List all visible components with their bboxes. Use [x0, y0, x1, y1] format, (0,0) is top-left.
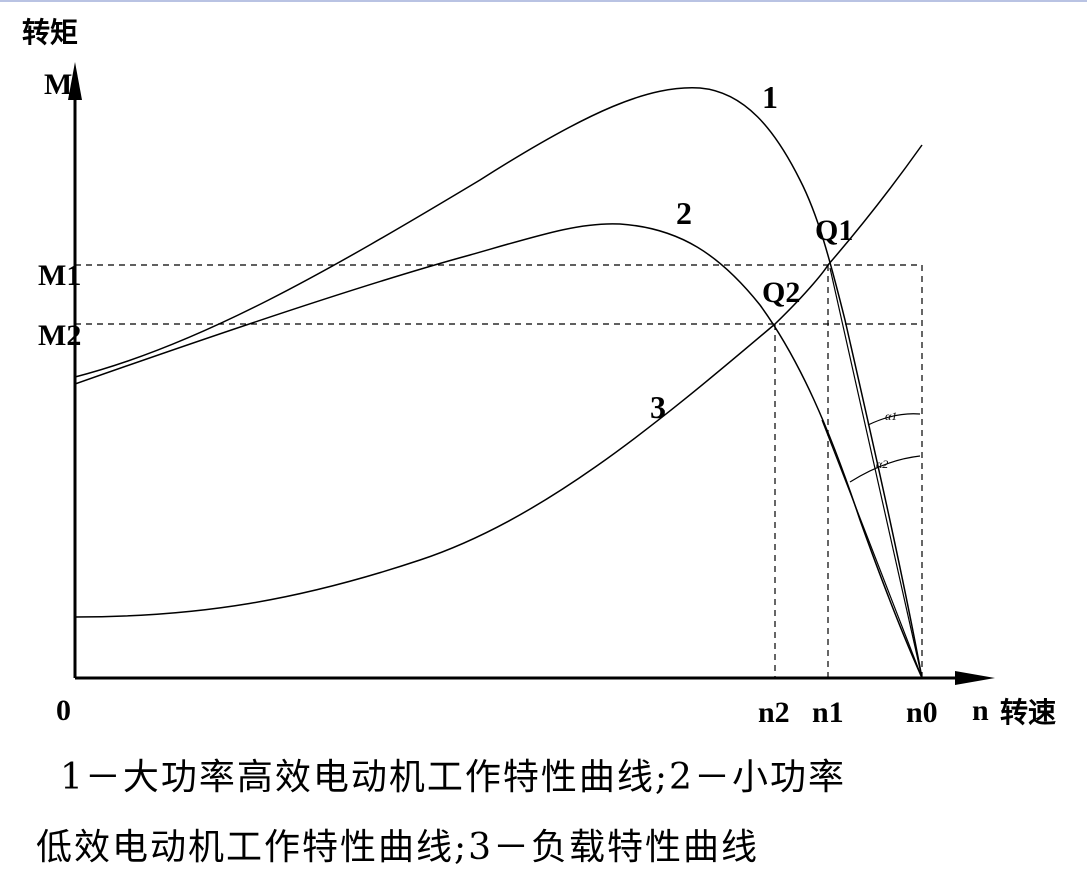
q1-label: Q1: [815, 214, 853, 247]
m2-label: M2: [38, 319, 81, 352]
curve-3: [74, 144, 923, 618]
top-rule: [0, 0, 1087, 2]
x-axis-arrow: [955, 671, 995, 685]
torque-speed-diagram: α1 α2 转矩 M n 转速 0 M1 M2 n2 n1 n0 Q1 Q2 1…: [22, 16, 1056, 729]
origin-label: 0: [56, 694, 71, 727]
y-axis-symbol: M: [44, 68, 72, 101]
y-axis-arrow: [68, 62, 82, 100]
caption-line-1: 1－大功率高效电动机工作特性曲线;2－小功率: [60, 757, 846, 798]
y-axis-name: 转矩: [22, 16, 78, 49]
x-axis-name: 转速: [1000, 696, 1056, 729]
n2-label: n2: [758, 696, 790, 729]
curve-1: [74, 87, 923, 679]
tangent-2: [821, 419, 923, 679]
n0-label: n0: [906, 696, 938, 729]
angle-label-a2: α2: [876, 457, 888, 471]
angle-label-a1: α1: [885, 409, 897, 423]
angle-arc-2: [849, 455, 921, 483]
n1-label: n1: [812, 696, 844, 729]
q2-label: Q2: [762, 276, 800, 309]
curve-2: [74, 223, 923, 679]
curve-2-label: 2: [676, 195, 692, 231]
caption-line-2: 低效电动机工作特性曲线;3－负载特性曲线: [36, 827, 760, 868]
x-axis-symbol: n: [972, 694, 989, 727]
angle-arc-1: [867, 413, 921, 426]
curve-1-label: 1: [762, 79, 778, 115]
m1-label: M1: [38, 259, 81, 292]
curve-3-label: 3: [650, 389, 666, 425]
tangent-1: [829, 267, 923, 679]
